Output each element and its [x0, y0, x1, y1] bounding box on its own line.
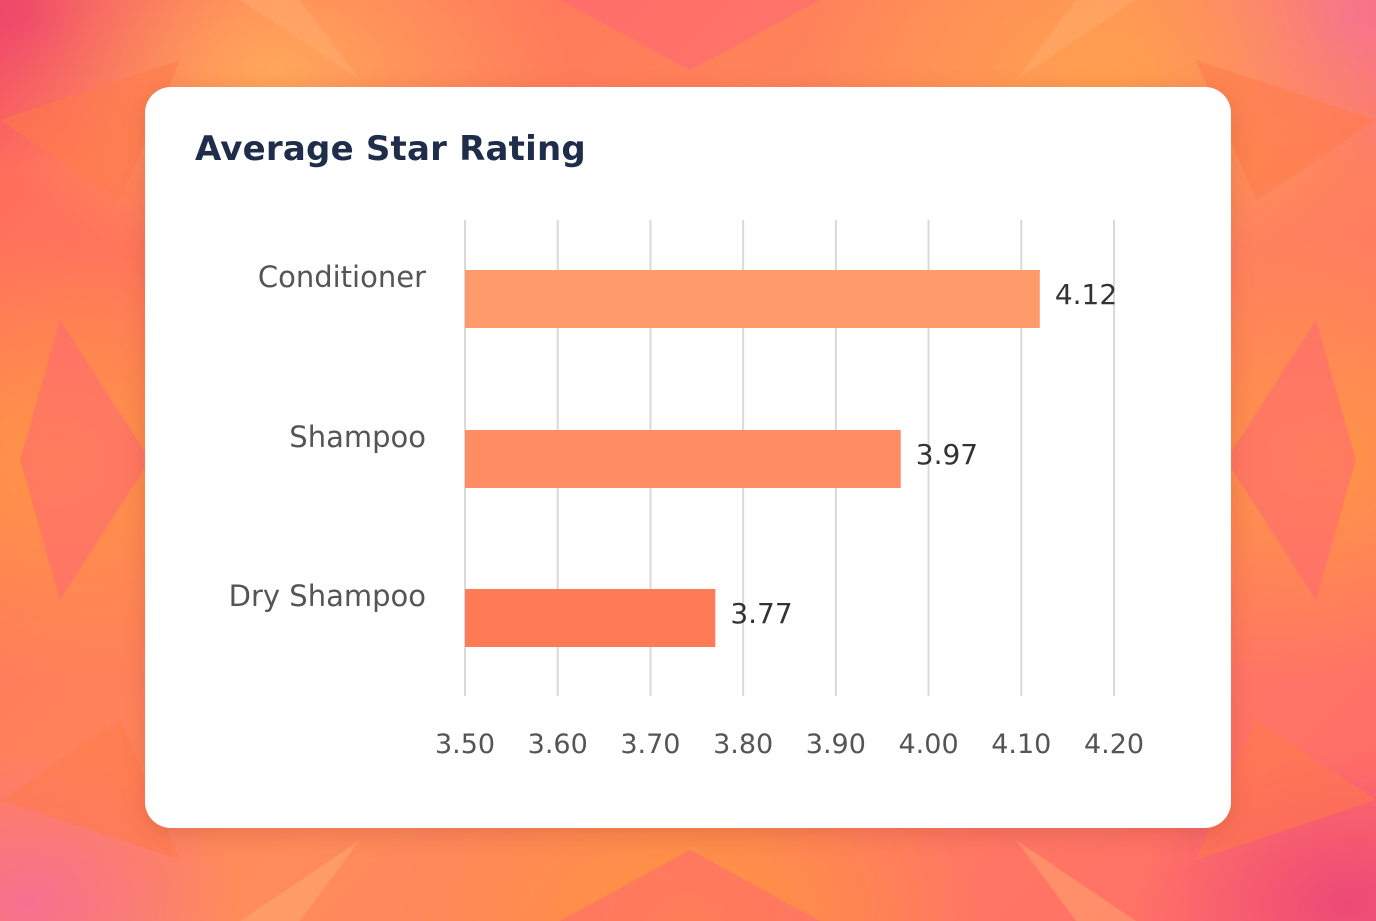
- data-label: 3.97: [916, 438, 978, 471]
- x-tick-label: 3.60: [528, 729, 588, 760]
- data-label: 4.12: [1055, 278, 1117, 311]
- category-label: Shampoo: [289, 420, 426, 454]
- x-tick-label: 3.70: [620, 729, 680, 760]
- bar: [465, 270, 1040, 328]
- x-tick-label: 3.50: [435, 729, 495, 760]
- x-tick-label: 3.90: [806, 729, 866, 760]
- category-label: Conditioner: [258, 260, 426, 294]
- bar-chart: 3.50 3.60 3.70 3.80 3.90 4.00 4.10 4.20 Conditio…: [229, 220, 1144, 760]
- bar: [465, 589, 716, 647]
- category-label: Dry Shampoo: [229, 579, 426, 613]
- x-tick-label: 4.20: [1084, 729, 1144, 760]
- x-tick-label: 3.80: [713, 729, 773, 760]
- data-label: 3.77: [730, 597, 792, 630]
- x-tick-label: 4.10: [991, 729, 1051, 760]
- chart-title: Average Star Rating: [195, 129, 586, 169]
- bar: [465, 430, 901, 488]
- chart-card: Average Star Rating 3.50 3.60 3.70 3.80 3.90…: [145, 87, 1231, 828]
- x-tick-label: 4.00: [899, 729, 959, 760]
